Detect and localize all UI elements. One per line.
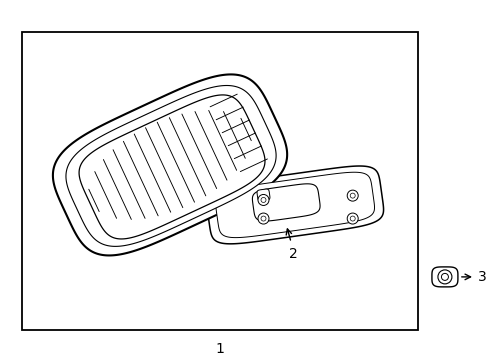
Polygon shape [22,32,417,330]
Text: 3: 3 [477,270,486,284]
Circle shape [258,213,268,224]
Polygon shape [206,166,383,244]
Circle shape [261,198,265,202]
Polygon shape [257,189,269,201]
Polygon shape [53,75,286,256]
Circle shape [346,213,358,224]
Circle shape [441,273,447,280]
Circle shape [258,194,268,206]
Circle shape [349,193,354,198]
Polygon shape [215,172,374,238]
Circle shape [349,216,354,221]
Circle shape [261,216,265,221]
Polygon shape [252,184,320,221]
Text: 2: 2 [288,247,297,261]
Circle shape [346,190,358,201]
Polygon shape [79,95,264,239]
Polygon shape [66,85,276,246]
Polygon shape [431,267,457,287]
Circle shape [437,270,451,284]
Text: 1: 1 [215,342,224,356]
